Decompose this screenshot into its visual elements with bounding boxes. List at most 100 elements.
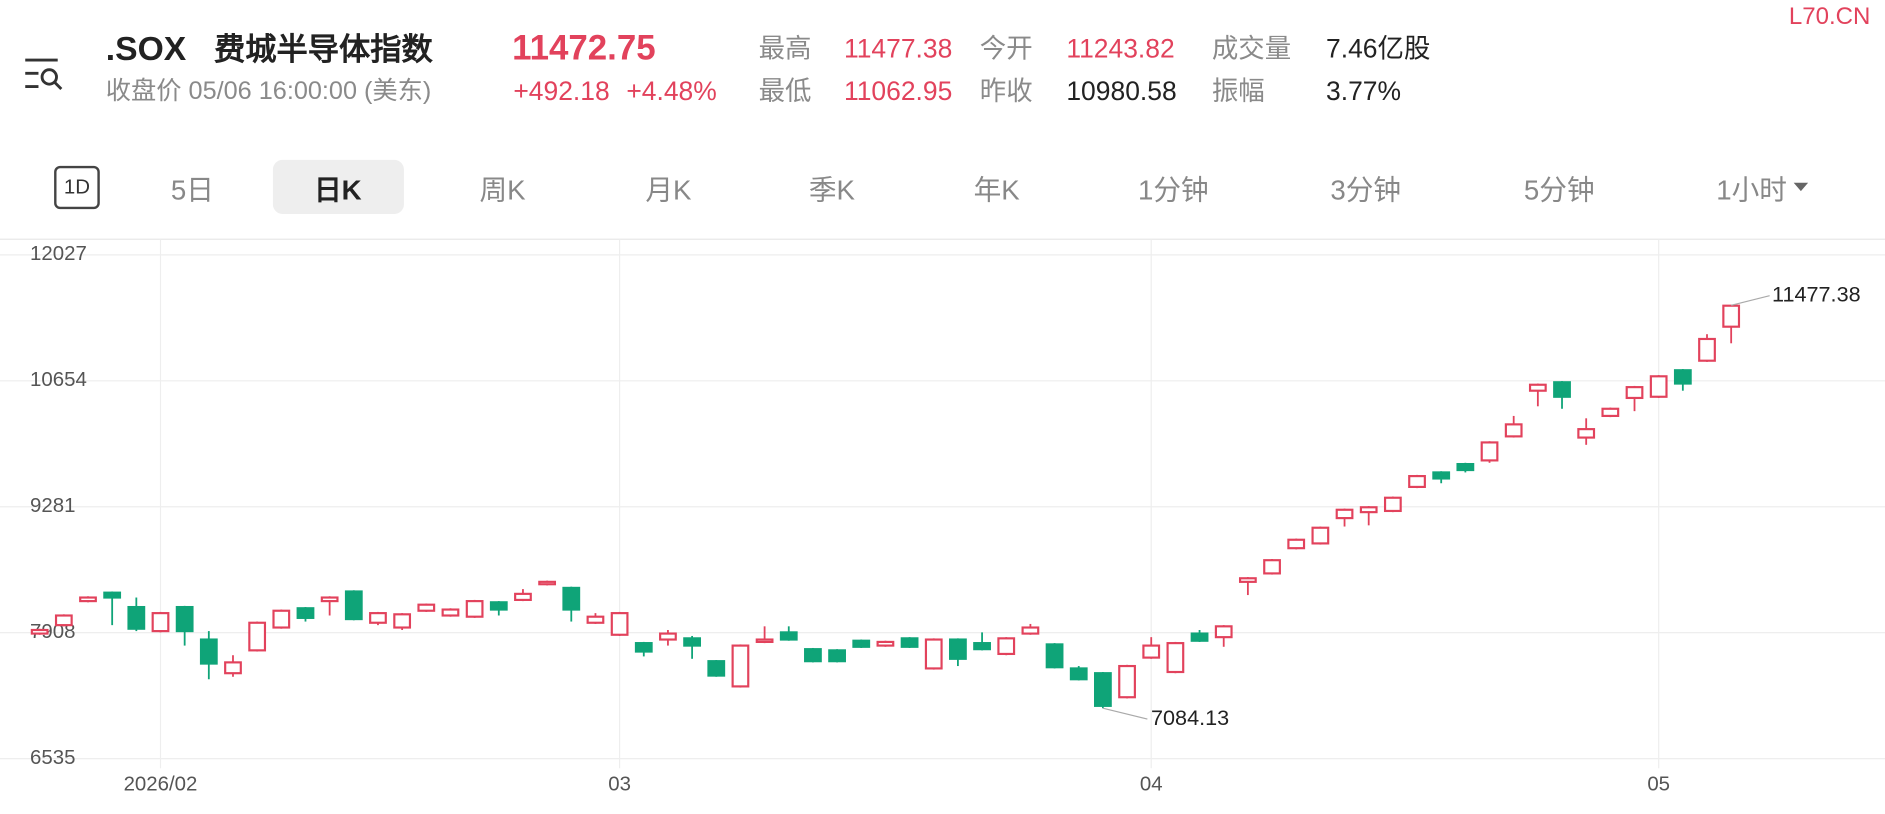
candle-body bbox=[296, 607, 315, 619]
candle-body bbox=[1528, 383, 1547, 392]
candle-body bbox=[900, 637, 919, 648]
candle-body bbox=[562, 586, 581, 611]
stat-label: 成交量 bbox=[1211, 33, 1292, 64]
stat-value: 11477.38 bbox=[843, 33, 953, 64]
candle-body bbox=[1625, 386, 1644, 400]
change-pct: +4.48% bbox=[626, 75, 717, 106]
y-tick-label: 9281 bbox=[30, 495, 75, 517]
tab[interactable]: 1小时 bbox=[1716, 174, 1787, 206]
candle-body bbox=[127, 605, 146, 630]
candle-body bbox=[1383, 496, 1402, 513]
candle-body bbox=[731, 644, 750, 688]
candle-body bbox=[634, 642, 653, 653]
candle-body bbox=[224, 661, 242, 675]
chart: 6535 7908 9281 10654 12027 2026/02 03 04 05 11477… bbox=[0, 238, 1885, 795]
candle-body bbox=[1045, 643, 1064, 669]
dropdown-arrow[interactable] bbox=[1792, 182, 1809, 194]
x-tick-label: 03 bbox=[608, 773, 631, 795]
candle-body bbox=[1601, 407, 1620, 418]
candle-body bbox=[151, 612, 170, 633]
candle-body bbox=[393, 613, 412, 629]
candle-body bbox=[1456, 462, 1475, 472]
tab[interactable]: 5日 bbox=[170, 174, 214, 206]
candle-body bbox=[610, 612, 629, 636]
candle-body bbox=[683, 637, 702, 647]
interval-badge[interactable]: 1D bbox=[54, 165, 100, 210]
candle-body bbox=[586, 615, 605, 624]
stat-value: 11062.95 bbox=[843, 75, 953, 106]
stat-value: 3.77% bbox=[1326, 75, 1402, 106]
candle-body bbox=[852, 639, 871, 648]
candle-body bbox=[973, 642, 991, 651]
candle-body bbox=[1649, 375, 1668, 398]
candle-body bbox=[828, 649, 846, 663]
y-tick-label: 6535 bbox=[30, 747, 75, 769]
candle-body bbox=[79, 596, 97, 603]
stat-label: 昨收 bbox=[979, 75, 1033, 106]
symbol: .SOX bbox=[105, 30, 187, 68]
tab[interactable]: 3分钟 bbox=[1330, 174, 1402, 206]
tab[interactable]: 5分钟 bbox=[1523, 174, 1595, 206]
candle-body bbox=[54, 614, 73, 627]
candle-body bbox=[1480, 441, 1499, 462]
low-annotation: 7084.13 bbox=[1151, 705, 1229, 730]
candle-body bbox=[755, 638, 774, 644]
candle-body bbox=[1311, 526, 1330, 545]
stat-value: 7.46亿股 bbox=[1326, 33, 1431, 64]
candle-body bbox=[1722, 304, 1741, 328]
candle-body bbox=[30, 628, 49, 635]
candle-body bbox=[1577, 428, 1596, 439]
candle-body bbox=[1238, 577, 1257, 583]
stat-value: 11243.82 bbox=[1066, 33, 1175, 64]
candle-body bbox=[1359, 506, 1378, 514]
stat-label: 今开 bbox=[979, 33, 1033, 64]
candle-body bbox=[1673, 369, 1692, 385]
candle-body bbox=[175, 605, 194, 633]
watermark: L70.CN bbox=[1788, 3, 1871, 31]
candle-body bbox=[248, 621, 267, 652]
candle-body bbox=[1142, 644, 1161, 659]
index-name: 费城半导体指数 bbox=[213, 31, 433, 68]
tab[interactable]: 年K bbox=[973, 174, 1020, 206]
candle-body bbox=[804, 648, 822, 663]
annotation-line bbox=[1102, 707, 1148, 720]
menu-icon[interactable] bbox=[24, 58, 65, 92]
candle-body bbox=[924, 638, 943, 670]
candle-body bbox=[1166, 642, 1185, 674]
candle-body bbox=[344, 590, 363, 621]
change: +492.18 bbox=[513, 75, 610, 106]
high-annotation: 11477.38 bbox=[1772, 281, 1861, 306]
tab[interactable]: 月K bbox=[645, 174, 692, 206]
x-tick-label: 04 bbox=[1140, 773, 1163, 795]
x-tick-label: 05 bbox=[1647, 773, 1670, 795]
candle-body bbox=[876, 640, 895, 647]
candle-body bbox=[272, 609, 291, 629]
candle-body bbox=[199, 638, 218, 665]
y-tick-label: 12027 bbox=[30, 243, 87, 265]
tab[interactable]: 周K bbox=[479, 174, 526, 206]
candle-body bbox=[465, 600, 484, 618]
candle-body bbox=[369, 612, 387, 624]
candle-body bbox=[1094, 672, 1112, 707]
candle-body bbox=[707, 660, 726, 677]
stat-label: 最高 bbox=[758, 33, 812, 64]
candle-body bbox=[997, 637, 1016, 656]
tab[interactable]: 日K bbox=[313, 174, 362, 206]
candle-body bbox=[514, 592, 532, 601]
candle-body bbox=[1190, 632, 1209, 642]
candle-body bbox=[659, 632, 677, 641]
candle-body bbox=[1553, 381, 1571, 398]
tab[interactable]: 季K bbox=[808, 174, 855, 206]
stat-label: 最低 bbox=[758, 75, 812, 106]
tab[interactable]: 1分钟 bbox=[1138, 174, 1209, 206]
stat-value: 10980.58 bbox=[1066, 75, 1177, 106]
candle-body bbox=[1118, 664, 1136, 699]
candle-body bbox=[1069, 667, 1088, 681]
candle-body bbox=[779, 631, 798, 641]
y-tick-label: 10654 bbox=[30, 369, 87, 391]
candle-body bbox=[1021, 626, 1040, 635]
y-tick-label: 7908 bbox=[30, 621, 75, 643]
candle-body bbox=[489, 601, 508, 611]
tab-highlight bbox=[272, 159, 404, 214]
price: 11472.75 bbox=[512, 29, 656, 68]
